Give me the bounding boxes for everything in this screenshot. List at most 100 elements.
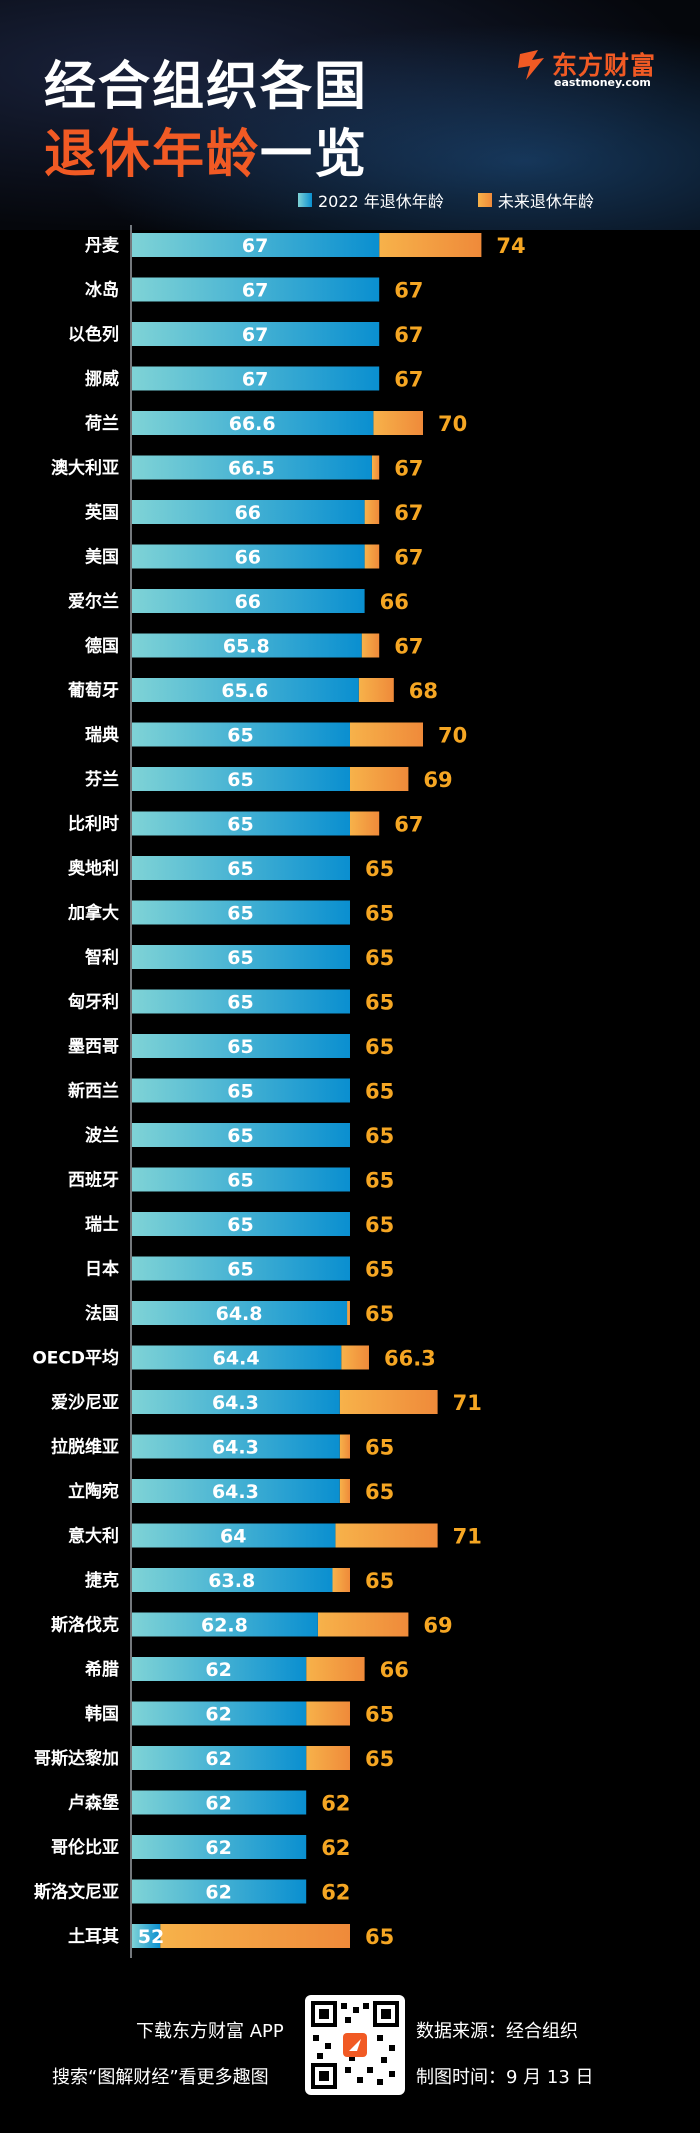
future-bar [306, 1657, 365, 1681]
current-value-label: 66.6 [229, 413, 276, 435]
current-value-label: 65.6 [221, 680, 268, 702]
future-bar [160, 1924, 350, 1948]
category-label: 意大利 [68, 1526, 119, 1547]
category-label: 拉脱维亚 [51, 1437, 119, 1458]
bar-row: OECD平均 64.4 66.3 [32, 1345, 436, 1371]
current-bar [132, 366, 380, 391]
category-label: 澳大利亚 [51, 458, 119, 479]
future-value-label: 70 [438, 724, 467, 748]
current-bar [132, 544, 365, 569]
current-value-label: 62 [205, 1659, 231, 1681]
current-bar [132, 945, 350, 969]
current-value-label: 65.8 [223, 636, 270, 658]
current-value-label: 64.3 [212, 1481, 259, 1503]
future-value-label: 67 [394, 813, 423, 837]
future-value-label: 65 [365, 1124, 394, 1148]
future-value-label: 65 [365, 1258, 394, 1282]
current-value-label: 62 [205, 1704, 231, 1726]
current-value-label: 65 [227, 903, 253, 925]
current-value-label: 62 [205, 1748, 231, 1770]
category-label: 芬兰 [84, 769, 119, 790]
current-bar [132, 1345, 342, 1370]
future-value-label: 65 [365, 1925, 394, 1949]
future-bar [339, 1434, 350, 1459]
bar-row: 瑞典 65 70 [85, 722, 467, 748]
footer: 下载东方财富 APP 搜索“图解财经”看更多趣图 数据来源：经合组织 制图时间：… [0, 1995, 700, 2133]
current-bar [132, 233, 380, 257]
category-label: 瑞士 [85, 1214, 119, 1235]
bar-row: 瑞士 65 65 [85, 1212, 394, 1237]
future-value-label: 65 [365, 946, 394, 970]
qr-code[interactable] [305, 1995, 405, 2095]
future-value-label: 62 [321, 1792, 350, 1816]
bar-row: 挪威 67 67 [85, 366, 423, 392]
footer-download: 下载东方财富 APP [136, 2021, 284, 2042]
category-label: 葡萄牙 [67, 680, 119, 701]
current-bar [132, 767, 350, 791]
current-value-label: 65 [227, 858, 253, 880]
current-bar [132, 811, 350, 836]
current-bar [132, 1256, 350, 1281]
current-value-label: 65 [227, 992, 253, 1014]
logo-mark-icon [518, 50, 544, 80]
future-bar [361, 633, 380, 658]
current-bar [132, 989, 350, 1014]
current-bar [132, 722, 350, 747]
current-value-label: 67 [242, 235, 268, 257]
future-value-label: 70 [438, 412, 467, 436]
bar-row: 美国 66 67 [85, 544, 423, 570]
future-value-label: 65 [365, 1703, 394, 1727]
category-label: OECD平均 [32, 1348, 119, 1369]
category-label: 哥伦比亚 [51, 1837, 119, 1858]
bar-row: 西班牙 65 65 [68, 1167, 394, 1193]
current-bar [132, 1701, 307, 1726]
future-bar [350, 722, 423, 747]
current-bar [132, 1301, 348, 1325]
future-value-label: 67 [394, 368, 423, 392]
future-value-label: 65 [365, 1213, 394, 1237]
category-label: 冰岛 [85, 280, 119, 301]
current-bar [132, 411, 374, 435]
title-line-2: 退休年龄一览 [44, 112, 368, 187]
current-value-label: 62 [205, 1882, 231, 1904]
bar-row: 法国 64.8 65 [85, 1301, 394, 1326]
current-value-label: 64.3 [212, 1392, 259, 1414]
current-value-label: 62 [205, 1793, 231, 1815]
future-value-label: 69 [423, 1614, 452, 1638]
future-value-label: 67 [394, 635, 423, 659]
future-bar [332, 1568, 350, 1592]
bar-row: 葡萄牙 65.6 68 [67, 678, 438, 703]
future-value-label: 65 [365, 1747, 394, 1771]
current-value-label: 65 [227, 1259, 253, 1281]
category-label: 德国 [85, 636, 119, 657]
current-value-label: 64.4 [213, 1348, 260, 1370]
current-value-label: 64.8 [216, 1303, 263, 1325]
current-value-label: 65 [227, 1214, 253, 1236]
footer-source: 数据来源：经合组织 [416, 2021, 578, 2042]
future-value-label: 65 [365, 991, 394, 1015]
title-highlight: 退休年龄 [44, 125, 261, 185]
legend-swatch-current [298, 193, 312, 207]
category-label: 法国 [85, 1303, 119, 1324]
category-label: 匈牙利 [67, 992, 119, 1013]
future-value-label: 66.3 [384, 1347, 436, 1371]
future-bar [341, 1345, 369, 1370]
current-value-label: 52 [138, 1926, 164, 1948]
category-label: 以色列 [68, 324, 119, 345]
bar-row: 立陶宛 64.3 65 [68, 1479, 394, 1504]
bar-row: 以色列 67 67 [68, 322, 423, 347]
future-bar [350, 767, 409, 791]
current-value-label: 67 [242, 324, 268, 346]
future-value-label: 74 [496, 234, 525, 258]
bar-row: 德国 65.8 67 [85, 633, 423, 659]
category-label: 荷兰 [85, 413, 119, 434]
current-bar [132, 1746, 307, 1770]
bar-row: 哥伦比亚 62 62 [51, 1835, 350, 1860]
future-value-label: 65 [365, 1080, 394, 1104]
current-bar [132, 1790, 307, 1815]
future-value-label: 65 [365, 857, 394, 881]
bar-row: 希腊 62 66 [85, 1657, 409, 1682]
current-value-label: 65 [227, 1125, 253, 1147]
bar-row: 比利时 65 67 [68, 811, 423, 837]
bar-row: 意大利 64 71 [68, 1523, 482, 1549]
